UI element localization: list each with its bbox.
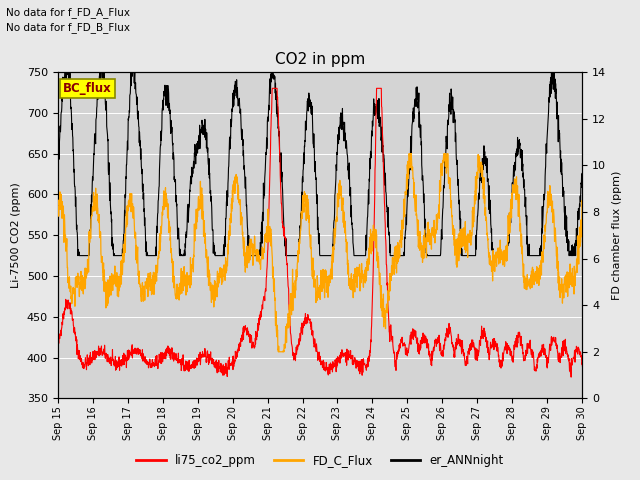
Text: No data for f_FD_A_Flux: No data for f_FD_A_Flux	[6, 7, 131, 18]
Y-axis label: FD chamber flux (ppm): FD chamber flux (ppm)	[612, 170, 622, 300]
Text: BC_flux: BC_flux	[63, 82, 111, 95]
Title: CO2 in ppm: CO2 in ppm	[275, 52, 365, 67]
Text: No data for f_FD_B_Flux: No data for f_FD_B_Flux	[6, 22, 131, 33]
Legend: li75_co2_ppm, FD_C_Flux, er_ANNnight: li75_co2_ppm, FD_C_Flux, er_ANNnight	[131, 449, 509, 472]
Y-axis label: Li-7500 CO2 (ppm): Li-7500 CO2 (ppm)	[11, 182, 21, 288]
